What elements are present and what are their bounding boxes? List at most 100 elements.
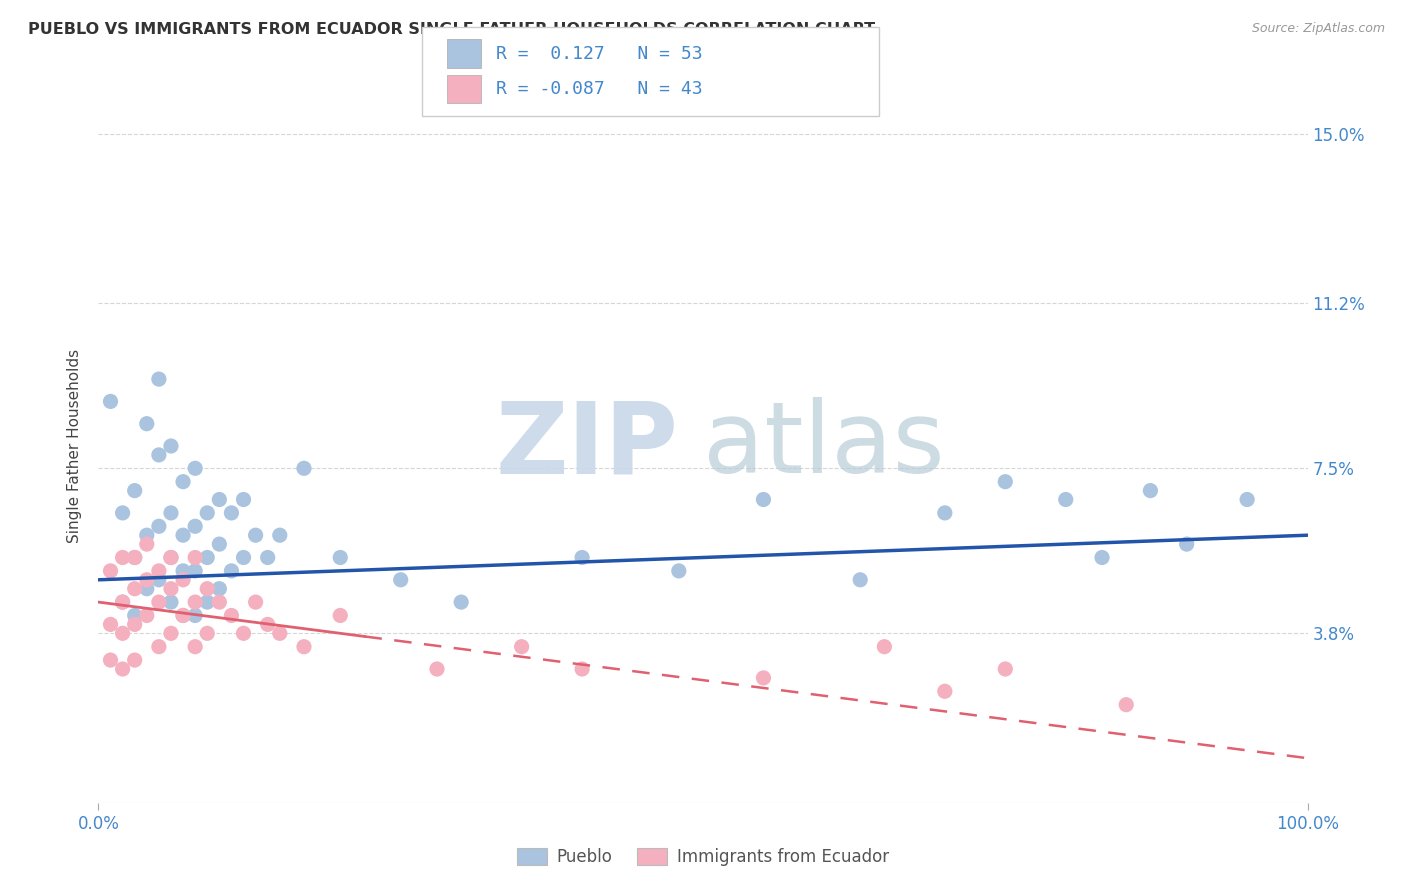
Point (221, 564, 243, 578)
Point (269, 528, 291, 542)
Text: R =  0.127   N = 53: R = 0.127 N = 53 (496, 45, 703, 62)
Text: R = -0.087   N = 43: R = -0.087 N = 43 (496, 80, 703, 98)
Text: atlas: atlas (703, 398, 945, 494)
Point (148, 640, 170, 654)
Point (160, 550, 183, 565)
Point (111, 550, 134, 565)
Point (124, 608, 146, 623)
Point (208, 582, 231, 596)
Point (256, 550, 278, 565)
Point (148, 372, 170, 386)
Point (184, 564, 207, 578)
Point (195, 582, 218, 596)
Point (1091, 550, 1114, 565)
Point (100, 394, 122, 409)
Point (160, 626, 183, 640)
Point (934, 684, 956, 698)
Point (135, 573, 157, 587)
Point (329, 550, 352, 565)
Point (245, 528, 267, 542)
Point (124, 582, 146, 596)
Point (195, 595, 218, 609)
Point (160, 550, 183, 565)
Point (510, 640, 533, 654)
Point (232, 492, 254, 507)
Point (292, 461, 315, 475)
Point (100, 617, 122, 632)
Point (172, 564, 194, 578)
Point (195, 626, 218, 640)
Point (184, 640, 207, 654)
Point (100, 653, 122, 667)
Point (752, 671, 775, 685)
Point (389, 573, 412, 587)
Point (148, 573, 170, 587)
Point (111, 626, 134, 640)
Point (160, 439, 183, 453)
Point (184, 595, 207, 609)
Point (135, 582, 157, 596)
Point (208, 537, 231, 551)
Point (184, 608, 207, 623)
Point (426, 662, 449, 676)
Point (124, 483, 146, 498)
Point (135, 608, 157, 623)
Point (184, 519, 207, 533)
Point (160, 582, 183, 596)
Point (232, 626, 254, 640)
Point (571, 550, 593, 565)
Point (160, 595, 183, 609)
Point (221, 506, 243, 520)
Point (148, 564, 170, 578)
Point (329, 608, 352, 623)
Point (135, 537, 157, 551)
Point (172, 475, 194, 489)
Point (849, 573, 872, 587)
Point (135, 417, 157, 431)
Point (1236, 492, 1258, 507)
Point (184, 550, 207, 565)
Point (934, 506, 956, 520)
Point (124, 653, 146, 667)
Point (184, 461, 207, 475)
Point (172, 573, 194, 587)
Point (873, 640, 896, 654)
Point (148, 519, 170, 533)
Point (1139, 483, 1161, 498)
Point (172, 528, 194, 542)
Point (148, 595, 170, 609)
Text: PUEBLO VS IMMIGRANTS FROM ECUADOR SINGLE FATHER HOUSEHOLDS CORRELATION CHART: PUEBLO VS IMMIGRANTS FROM ECUADOR SINGLE… (28, 22, 876, 37)
Point (1115, 698, 1137, 712)
Point (195, 506, 218, 520)
Point (195, 550, 218, 565)
Point (256, 617, 278, 632)
Point (111, 595, 134, 609)
Point (148, 448, 170, 462)
Point (111, 506, 134, 520)
Point (172, 608, 194, 623)
Point (668, 564, 690, 578)
Point (124, 550, 146, 565)
Point (1175, 537, 1198, 551)
Point (752, 492, 775, 507)
Point (160, 506, 183, 520)
Point (100, 564, 122, 578)
Point (571, 662, 593, 676)
Y-axis label: Single Father Households: Single Father Households (67, 349, 83, 543)
Point (111, 595, 134, 609)
Point (1054, 492, 1077, 507)
Point (245, 595, 267, 609)
Point (172, 608, 194, 623)
Point (994, 475, 1017, 489)
Point (124, 550, 146, 565)
Point (269, 626, 291, 640)
Point (124, 617, 146, 632)
Point (221, 608, 243, 623)
Point (450, 595, 472, 609)
Point (994, 662, 1017, 676)
Text: Source: ZipAtlas.com: Source: ZipAtlas.com (1251, 22, 1385, 36)
Point (135, 528, 157, 542)
Point (292, 640, 315, 654)
Point (208, 595, 231, 609)
Legend: Pueblo, Immigrants from Ecuador: Pueblo, Immigrants from Ecuador (510, 841, 896, 873)
